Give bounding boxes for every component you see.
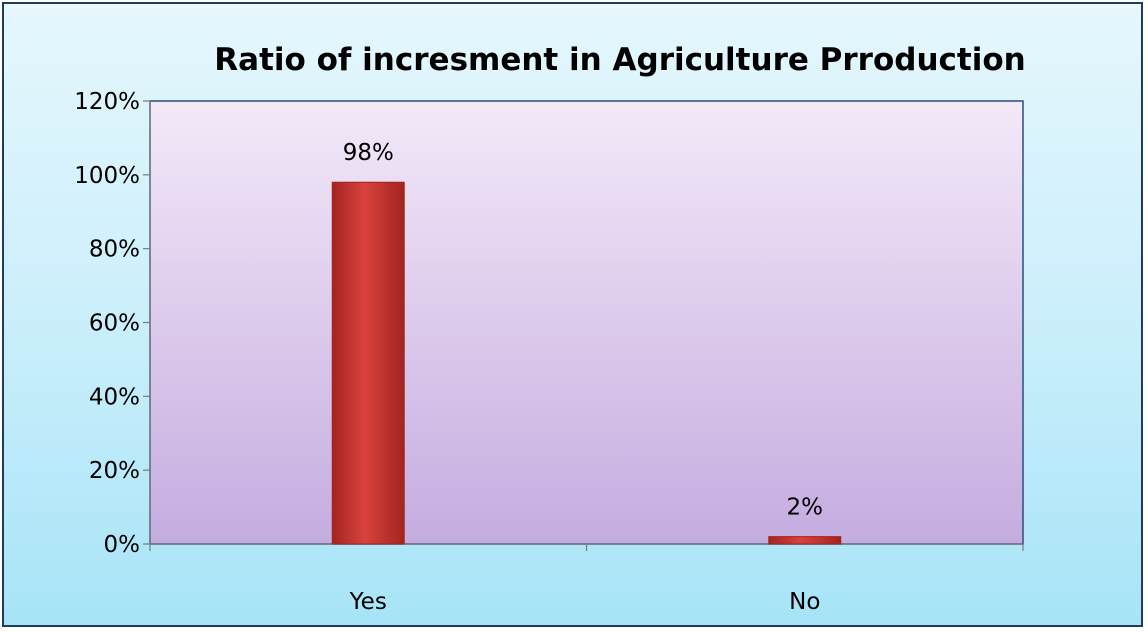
y-axis: 0% 20% 40% 60% 80% 100% 120% [74, 89, 151, 558]
chart-title: Ratio of incresment in Agriculture Prrod… [214, 42, 1025, 78]
bar-yes [331, 181, 405, 545]
y-tick-label: 60% [89, 311, 140, 337]
y-tick-label: 20% [89, 458, 140, 484]
y-tick-label: 120% [74, 89, 140, 115]
x-tick-label: Yes [349, 589, 387, 615]
data-label-yes: 98% [343, 140, 394, 166]
plot-area [149, 100, 1024, 545]
y-tick-label: 0% [104, 532, 141, 558]
bar-no [768, 536, 842, 545]
y-tick-label: 80% [89, 237, 140, 263]
y-tick-label: 100% [74, 163, 140, 189]
x-axis: Yes No [149, 543, 1024, 615]
y-tick-label: 40% [89, 384, 140, 410]
bars [331, 181, 842, 545]
data-label-no: 2% [787, 495, 824, 521]
data-labels: 98% 2% [343, 140, 823, 520]
x-tick-label: No [789, 589, 820, 615]
